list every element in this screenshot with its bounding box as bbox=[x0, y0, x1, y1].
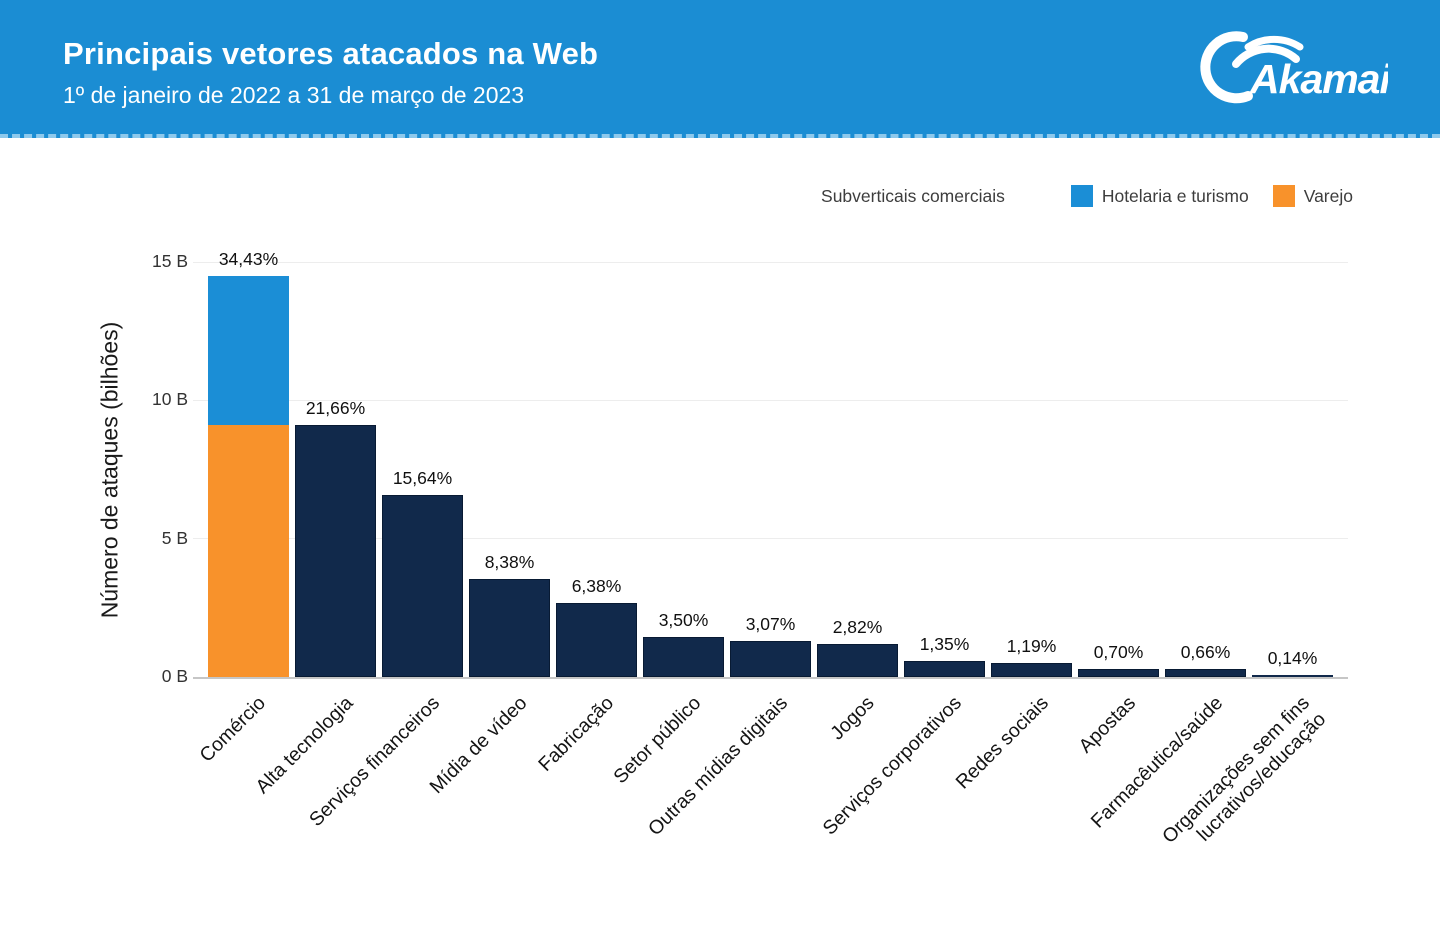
bar-segment-hotelaria-e-turismo bbox=[208, 275, 289, 426]
bar-setor-publico bbox=[643, 636, 724, 677]
akamai-logo-wave-icon bbox=[1232, 44, 1300, 68]
x-axis-label-fabricacao: Fabricação bbox=[534, 692, 619, 776]
bar-alta-tecnologia bbox=[295, 424, 376, 677]
page-title: Principais vetores atacados na Web bbox=[63, 36, 599, 71]
bar-farmaceutica-saude bbox=[1165, 669, 1246, 677]
y-axis-tick-label: 0 B bbox=[161, 666, 188, 686]
bar-organizacoes-sem-fins-lucrativos-educacao bbox=[1252, 675, 1333, 677]
x-axis-label-redes-sociais: Redes sociais bbox=[951, 692, 1054, 794]
legend-title: Subverticais comerciais bbox=[821, 185, 1005, 206]
bar-jogos bbox=[817, 644, 898, 677]
bar-value-label-farmaceutica-saude: 0,66% bbox=[1180, 642, 1231, 663]
bar-value-label-comercio: 34,43% bbox=[218, 248, 279, 269]
bar-value-label-apostas: 0,70% bbox=[1093, 641, 1144, 662]
bar-apostas bbox=[1078, 668, 1159, 677]
gridline-5-b bbox=[193, 538, 1348, 540]
y-axis-tick-label: 5 B bbox=[161, 527, 188, 548]
legend-label-hotelaria-turismo: Hotelaria e turismo bbox=[1101, 185, 1249, 206]
bar-redes-sociais bbox=[991, 663, 1072, 677]
bar-value-label-servicos-corporativos: 1,35% bbox=[919, 634, 970, 655]
bar-value-label-redes-sociais: 1,19% bbox=[1006, 636, 1057, 657]
gridline-10-b bbox=[193, 399, 1348, 401]
x-axis-baseline bbox=[193, 677, 1348, 679]
bar-value-label-organizacoes-sem-fins-lucrativos-educacao: 0,14% bbox=[1267, 648, 1318, 669]
y-axis-tick-label: 10 B bbox=[152, 389, 188, 410]
x-axis-label-jogos: Jogos bbox=[826, 692, 880, 745]
bar-servicos-financeiros bbox=[382, 494, 463, 677]
bar-value-label-jogos: 2,82% bbox=[832, 617, 883, 638]
bar-value-label-servicos-financeiros: 15,64% bbox=[392, 467, 453, 488]
bar-segment-varejo bbox=[208, 425, 289, 677]
akamai-logo-wave2-icon bbox=[1244, 35, 1304, 51]
bar-value-label-fabricacao: 6,38% bbox=[571, 575, 622, 596]
x-axis-label-setor-publico: Setor público bbox=[609, 692, 706, 789]
gridline-15-b bbox=[193, 261, 1348, 263]
header-banner: Principais vetores atacados na Web 1º de… bbox=[0, 0, 1440, 138]
bar-servicos-corporativos bbox=[904, 661, 985, 677]
bar-value-label-setor-publico: 3,50% bbox=[658, 609, 709, 630]
legend-item-varejo: Varejo bbox=[1272, 185, 1353, 207]
x-axis-label-comercio: Comércio bbox=[195, 692, 271, 767]
page-subtitle: 1º de janeiro de 2022 a 31 de março de 2… bbox=[63, 82, 525, 108]
x-axis-label-apostas: Apostas bbox=[1074, 692, 1141, 758]
legend-label-varejo: Varejo bbox=[1303, 185, 1353, 206]
bar-outras-midias-digitais bbox=[730, 641, 811, 677]
legend-item-hotelaria-turismo: Hotelaria e turismo bbox=[1070, 185, 1249, 207]
legend-swatch-varejo-icon bbox=[1272, 185, 1295, 207]
y-axis-tick-label: 15 B bbox=[152, 251, 188, 271]
akamai-logo-wordmark: Akamai bbox=[1249, 56, 1388, 102]
legend-swatch-hotelaria-turismo-icon bbox=[1070, 185, 1093, 207]
akamai-logo: Akamai bbox=[1200, 31, 1388, 104]
legend: Subverticais comerciais Hotelaria e turi… bbox=[821, 185, 1353, 207]
bar-value-label-alta-tecnologia: 21,66% bbox=[305, 397, 366, 418]
bar-midia-de-video bbox=[469, 579, 550, 677]
y-axis-title: Número de ataques (bilhões) bbox=[96, 321, 123, 619]
bar-value-label-outras-midias-digitais: 3,07% bbox=[745, 614, 796, 635]
bar-fabricacao bbox=[556, 602, 637, 677]
bar-value-label-midia-de-video: 8,38% bbox=[484, 552, 535, 573]
akamai-logo-crescent-icon bbox=[1200, 31, 1253, 104]
